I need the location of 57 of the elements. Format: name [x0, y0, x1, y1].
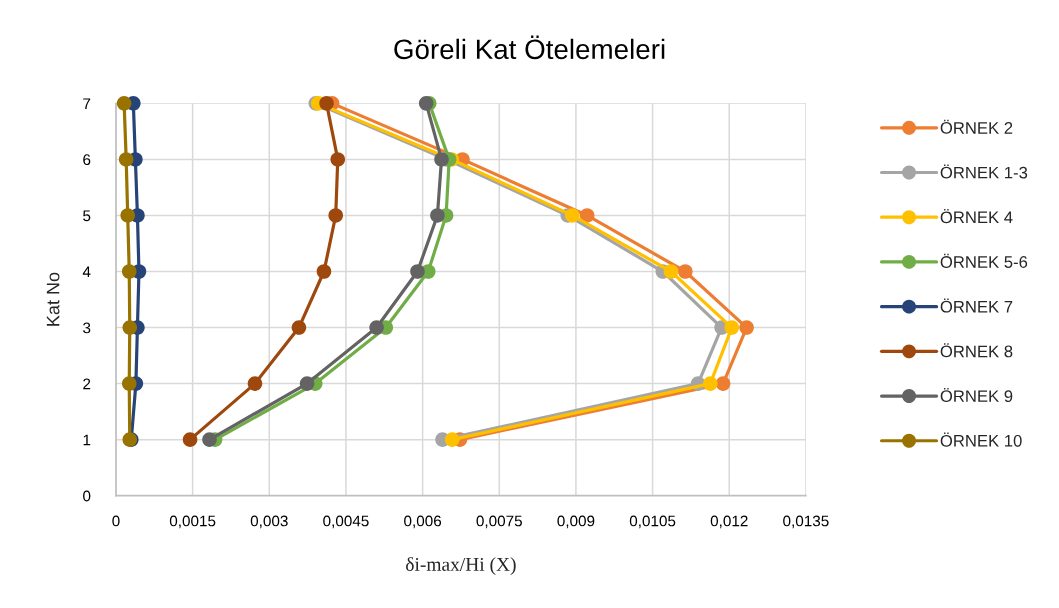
y-tick-label: 3	[83, 322, 91, 334]
point	[120, 208, 135, 223]
point	[291, 320, 307, 335]
point	[299, 376, 315, 391]
point	[121, 376, 137, 391]
y-tick-label: 6	[83, 154, 91, 166]
legend-label: ÖRNEK 1-3	[940, 164, 1028, 179]
legend-label: ÖRNEK 4	[940, 209, 1013, 224]
y-tick-label: 4	[82, 266, 91, 278]
x-tick-label: 0	[112, 515, 120, 527]
point	[715, 376, 731, 391]
x-tick-label: 0,0045	[323, 515, 369, 529]
point	[202, 432, 217, 447]
x-tick-label: 0,0075	[476, 515, 522, 529]
point	[122, 320, 138, 335]
point	[316, 264, 332, 279]
y-tick-label: 7	[83, 98, 91, 109]
point	[121, 264, 137, 279]
point	[724, 320, 740, 335]
x-tick-label: 0,0015	[169, 515, 216, 529]
legend-label: ÖRNEK 2	[940, 119, 1013, 134]
legend-label: ÖRNEK 10	[940, 432, 1022, 447]
x-tick-label: 0,0105	[629, 515, 676, 529]
point	[565, 208, 580, 223]
point	[247, 376, 263, 391]
point	[328, 208, 343, 223]
legend-label: ÖRNEK 9	[940, 387, 1013, 403]
point	[319, 96, 334, 111]
x-tick-label: 0,009	[557, 515, 595, 529]
x-axis-title: δi-max/Hi (X)	[406, 557, 516, 575]
point	[410, 264, 425, 279]
legend-label: ÖRNEK 8	[940, 343, 1013, 358]
x-tick-label: 0,006	[404, 515, 442, 529]
point	[739, 320, 754, 335]
point	[330, 152, 346, 167]
y-tick-label: 5	[83, 210, 91, 222]
point	[116, 96, 132, 111]
point	[430, 208, 445, 223]
y-tick-label: 0	[83, 490, 91, 502]
point	[182, 432, 198, 447]
point	[444, 432, 460, 447]
legend-label: ÖRNEK 5-6	[940, 253, 1028, 268]
chart-title: Göreli Kat Ötelemeleri	[394, 35, 665, 60]
legend-label: ÖRNEK 7	[940, 298, 1013, 313]
y-tick-label: 1	[83, 434, 91, 446]
point	[678, 264, 693, 279]
point	[369, 320, 384, 335]
point	[663, 264, 679, 279]
point	[434, 152, 449, 167]
point	[703, 376, 718, 391]
point	[118, 152, 134, 167]
y-tick-label: 2	[83, 378, 91, 390]
y-axis-title: Kat No	[46, 272, 60, 326]
x-tick-label: 0,0135	[783, 515, 829, 529]
point	[579, 208, 595, 223]
x-tick-label: 0,012	[710, 515, 748, 529]
x-tick-label: 0,003	[250, 515, 288, 529]
